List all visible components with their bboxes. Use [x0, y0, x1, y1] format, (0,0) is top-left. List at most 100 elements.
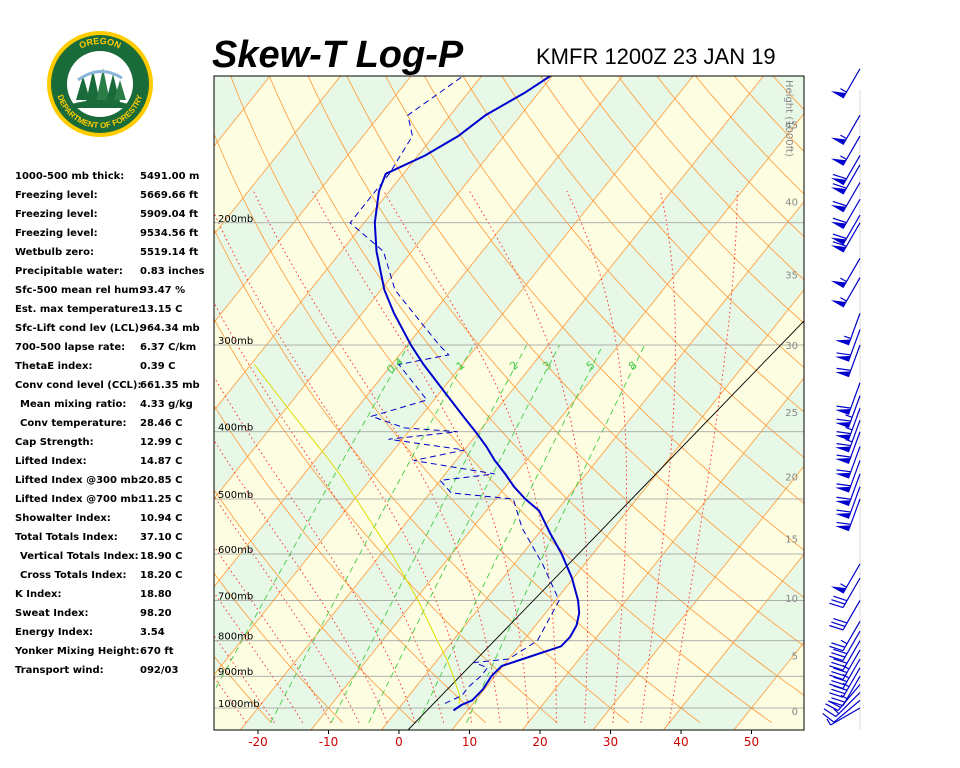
- index-label: Total Totals Index:: [15, 532, 118, 543]
- wind-barb: [829, 620, 861, 652]
- index-row: 1000-500 mb thick: 5491.00 m: [14, 168, 214, 187]
- wind-barb: [835, 431, 861, 464]
- index-label: Transport wind:: [15, 665, 104, 676]
- pressure-label: 700mb: [218, 591, 253, 602]
- height-label: 45: [785, 120, 798, 131]
- wind-barb: [835, 344, 861, 378]
- wind-barb: [835, 313, 861, 346]
- dry-adiabat-line: [307, 76, 804, 647]
- isotherm-line: [663, 553, 804, 730]
- moist-adiabat-line: [214, 545, 332, 723]
- index-value: 5519.14 ft: [140, 247, 199, 258]
- isotherm-line: [804, 76, 960, 730]
- index-value: 5909.04 ft: [140, 209, 199, 220]
- height-label: 40: [785, 197, 798, 208]
- wind-barb: [823, 692, 861, 718]
- index-row: Conv temperature: 28.46 C: [14, 415, 214, 434]
- dry-adiabat-line: [423, 76, 804, 504]
- x-tick-label: 0: [395, 735, 403, 749]
- parcel-trace: [254, 364, 461, 704]
- index-label: Sfc-500 mean rel hum:: [15, 285, 143, 296]
- index-label: Mean mixing ratio:: [20, 399, 127, 410]
- wind-barb: [835, 382, 861, 415]
- index-row: Freezing level: 9534.56 ft: [14, 225, 214, 244]
- height-label: 5: [792, 652, 798, 663]
- index-row: Wetbulb zero: 5519.14 ft: [14, 244, 214, 263]
- isotherm-line: [592, 465, 804, 730]
- pressure-label: 500mb: [218, 490, 253, 501]
- moist-adiabat-line: [214, 211, 473, 723]
- dry-adiabat-line: [214, 655, 272, 723]
- wind-barb: [830, 164, 861, 195]
- wind-barb: [830, 68, 861, 99]
- index-label: Lifted Index @300 mb:: [15, 475, 142, 486]
- index-label: Cap Strength:: [15, 437, 94, 448]
- index-row: Sweat Index: 98.20: [14, 605, 214, 624]
- index-row: Sfc-500 mean rel hum: 93.47 %: [14, 282, 214, 301]
- index-row: K Index: 18.80: [14, 586, 214, 605]
- pressure-label: 600mb: [218, 545, 253, 556]
- pressure-label: 1000mb: [218, 699, 260, 710]
- isotherm-line: [240, 76, 764, 730]
- index-value: 28.46 C: [140, 418, 183, 429]
- oregon-department-of-forestry-logo: OREGON DEPARTMENT OF FORESTRY: [47, 31, 153, 137]
- index-row: ThetaE index: 0.39 C: [14, 358, 214, 377]
- index-value: 18.80: [140, 589, 172, 600]
- index-label: Sweat Index:: [15, 608, 89, 619]
- dewpoint-trace: [349, 76, 560, 704]
- isotherm-line: [381, 201, 804, 730]
- isotherm-line: [451, 289, 804, 730]
- isotherm-line: [310, 112, 804, 730]
- stability-indices-panel: 1000-500 mb thick: 5491.00 m Freezing leve…: [14, 168, 214, 681]
- height-label: 10: [785, 594, 798, 605]
- index-row: Cross Totals Index: 18.20 C: [14, 567, 214, 586]
- height-label: 15: [785, 534, 798, 545]
- x-tick-label: 40: [673, 735, 688, 749]
- moist-adiabat-line: [668, 190, 738, 723]
- wind-barb: [830, 135, 861, 166]
- index-row: Transport wind: 092/03: [14, 662, 214, 681]
- mixing-ratio-line: [330, 344, 528, 723]
- index-value: 5491.00 m: [140, 171, 200, 182]
- isotherm-line: [214, 76, 341, 235]
- wind-barb: [835, 329, 861, 362]
- index-label: Lifted Index:: [15, 456, 87, 467]
- index-row: Showalter Index: 10.94 C: [14, 510, 214, 529]
- isotherm-line: [522, 377, 804, 730]
- wind-barb: [829, 600, 861, 631]
- index-value: 4.33 g/kg: [140, 399, 193, 410]
- index-value: 18.20 C: [140, 570, 183, 581]
- dry-adiabat-line: [214, 489, 415, 723]
- index-label: Freezing level:: [15, 190, 98, 201]
- index-row: Cap Strength: 12.99 C: [14, 434, 214, 453]
- index-value: 10.94 C: [140, 513, 183, 524]
- isotherm-line: [214, 76, 553, 500]
- index-value: 13.15 C: [140, 304, 183, 315]
- moist-adiabat-line: [640, 190, 676, 723]
- dry-adiabat-line: [214, 228, 629, 724]
- index-row: Lifted Index @700 mb: 11.25 C: [14, 491, 214, 510]
- wind-barb: [829, 577, 861, 609]
- dry-adiabat-line: [578, 76, 804, 324]
- index-value: 93.47 %: [140, 285, 186, 296]
- index-row: Total Totals Index: 37.10 C: [14, 529, 214, 548]
- index-label: Freezing level:: [15, 228, 98, 239]
- isotherm-band: [240, 76, 804, 730]
- moist-adiabat-line: [214, 375, 416, 723]
- index-value: 3.54: [140, 627, 165, 638]
- index-label: Wetbulb zero:: [15, 247, 94, 258]
- index-row: Conv cond level (CCL): 661.35 mb: [14, 377, 214, 396]
- wind-barb: [830, 214, 861, 245]
- pressure-label: 200mb: [218, 214, 253, 225]
- wind-barb: [835, 498, 861, 532]
- mixing-ratio-line: [270, 344, 474, 723]
- index-value: 964.34 mb: [140, 323, 200, 334]
- wind-barb: [830, 257, 861, 289]
- index-value: 14.87 C: [140, 456, 183, 467]
- index-value: 98.20: [140, 608, 172, 619]
- x-tick-label: -20: [248, 735, 268, 749]
- x-tick-label: -10: [319, 735, 339, 749]
- mixing-ratio-line: [466, 344, 646, 723]
- index-value: 11.25 C: [140, 494, 183, 505]
- index-label: Est. max temperature:: [15, 304, 143, 315]
